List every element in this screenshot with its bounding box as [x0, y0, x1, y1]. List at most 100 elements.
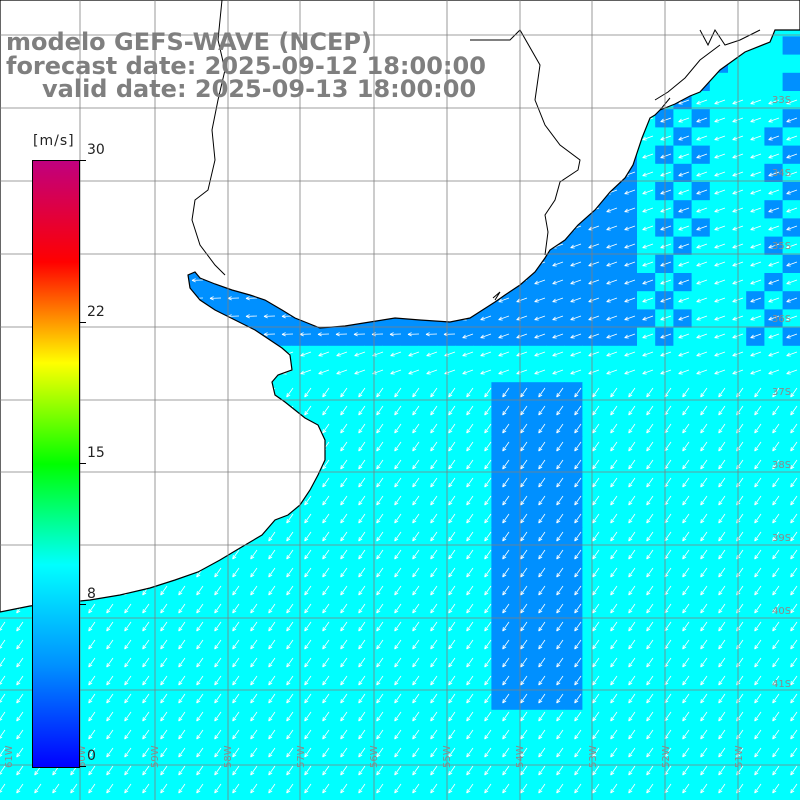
speed-cell	[163, 782, 183, 800]
wind-arrow	[430, 513, 438, 524]
speed-cell	[418, 455, 438, 474]
speed-cell	[309, 564, 329, 583]
speed-cell	[655, 546, 674, 565]
wind-arrow	[682, 387, 690, 398]
wind-arrow	[250, 621, 258, 632]
wind-arrow	[768, 207, 780, 213]
speed-cell	[764, 345, 784, 365]
speed-cell	[91, 655, 110, 674]
wind-arrow	[574, 423, 582, 434]
speed-cell	[273, 728, 292, 747]
wind-arrow	[178, 675, 186, 686]
speed-cell	[200, 618, 219, 638]
wind-arrow	[538, 639, 546, 650]
speed-cell	[327, 709, 347, 729]
wind-arrow	[660, 351, 672, 357]
wind-arrow	[772, 549, 780, 560]
speed-cell	[618, 527, 638, 547]
wind-arrow	[142, 657, 150, 668]
speed-cell	[163, 746, 183, 765]
wind-arrow	[772, 531, 780, 542]
speed-cell	[691, 382, 711, 401]
wind-arrow	[0, 621, 6, 631]
speed-cell	[728, 418, 747, 438]
speed-cell	[655, 709, 674, 729]
speed-cell	[782, 509, 800, 529]
speed-cell	[455, 728, 474, 747]
speed-cell	[418, 618, 438, 638]
speed-cell	[382, 673, 401, 693]
wind-arrow	[232, 621, 240, 632]
wind-arrow	[646, 621, 654, 632]
wind-arrow	[660, 153, 672, 159]
wind-arrow	[358, 387, 366, 398]
wind-arrow	[678, 153, 690, 159]
wind-arrow	[556, 549, 564, 560]
speed-cell	[91, 728, 110, 747]
wind-arrow	[322, 459, 330, 470]
wind-arrow	[660, 297, 672, 303]
speed-cell	[291, 564, 310, 583]
wind-arrow	[606, 297, 618, 303]
speed-cell	[327, 728, 347, 747]
speed-cell	[400, 418, 420, 438]
wind-arrow	[592, 477, 600, 488]
wind-arrow	[538, 387, 546, 398]
speed-cell	[782, 473, 800, 492]
speed-cell	[655, 218, 674, 238]
wind-arrow	[772, 441, 780, 452]
speed-cell	[673, 582, 693, 602]
wind-arrow	[696, 171, 708, 177]
speed-cell	[527, 491, 547, 511]
wind-arrow	[394, 621, 402, 632]
speed-cell	[400, 582, 420, 602]
speed-cell	[600, 546, 620, 565]
speed-cell	[418, 564, 438, 583]
wind-arrow	[628, 603, 636, 614]
wind-arrow	[606, 261, 618, 267]
wind-arrow	[610, 639, 618, 650]
wind-arrow	[790, 657, 798, 668]
speed-cell	[637, 600, 656, 620]
speed-cell	[455, 637, 474, 656]
speed-cell	[127, 728, 147, 747]
wind-arrow	[646, 585, 654, 596]
wind-arrow	[376, 567, 384, 578]
wind-arrow	[502, 513, 510, 524]
wind-arrow	[322, 621, 330, 632]
speed-cell	[637, 182, 656, 201]
speed-cell	[691, 473, 711, 492]
speed-cell	[600, 691, 620, 711]
wind-arrow	[336, 351, 348, 357]
speed-cell	[436, 527, 456, 547]
speed-cell	[345, 509, 365, 529]
speed-cell	[345, 327, 365, 347]
speed-cell	[236, 764, 256, 784]
speed-cell	[364, 527, 383, 547]
speed-cell	[637, 455, 656, 474]
speed-cell	[473, 473, 492, 492]
speed-cell	[600, 673, 620, 693]
wind-arrow	[592, 459, 600, 470]
speed-cell	[436, 691, 456, 711]
speed-cell	[345, 691, 365, 711]
wind-arrow	[466, 477, 474, 488]
wind-arrow	[160, 585, 168, 596]
speed-cell	[491, 400, 511, 420]
speed-cell	[509, 582, 529, 602]
wind-arrow	[426, 351, 438, 357]
wind-arrow	[304, 405, 312, 416]
speed-cell	[200, 709, 219, 729]
wind-arrow	[466, 567, 474, 578]
wind-arrow	[196, 603, 204, 614]
speed-cell	[382, 436, 401, 456]
wind-arrow	[574, 639, 582, 650]
speed-cell	[673, 327, 693, 347]
speed-cell	[655, 509, 674, 529]
wind-arrow	[556, 513, 564, 524]
wind-arrow	[750, 369, 762, 375]
wind-arrow	[696, 297, 708, 303]
speed-cell	[309, 764, 329, 784]
wind-arrow	[642, 171, 654, 177]
